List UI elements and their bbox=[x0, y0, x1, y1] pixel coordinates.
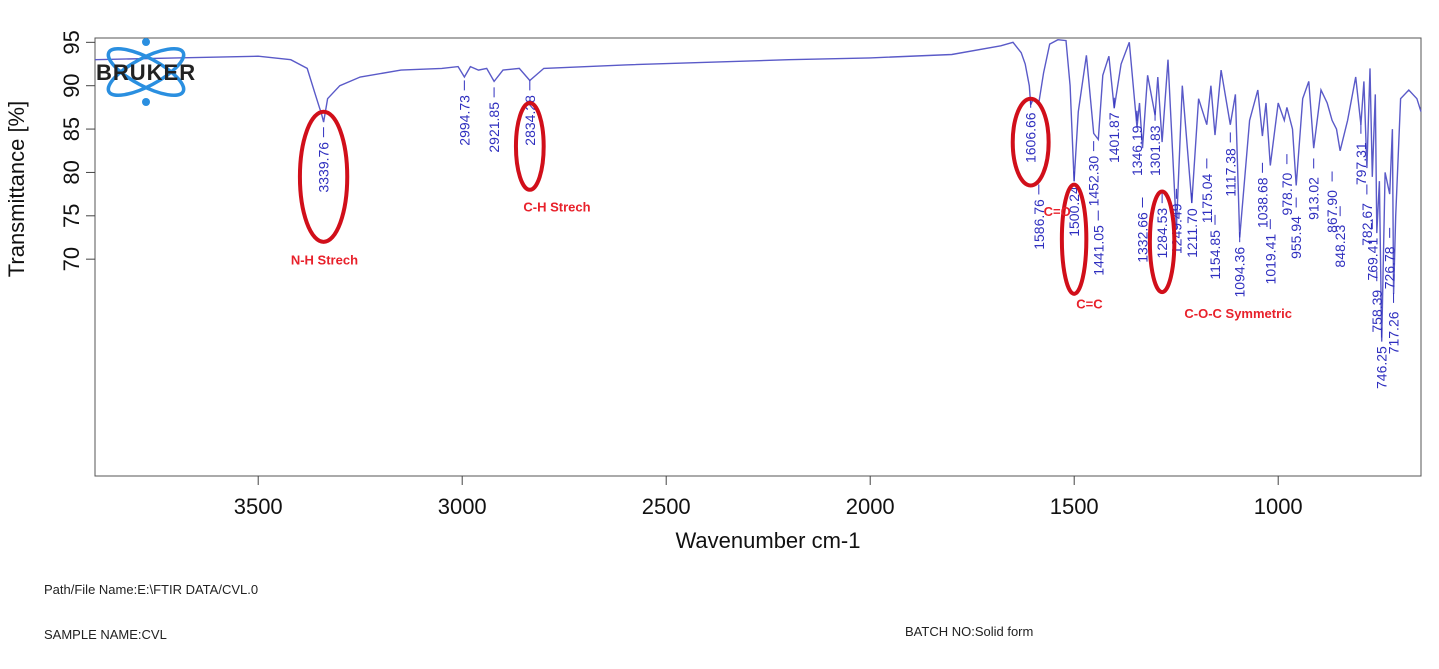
peak-label-1441.05: 1441.05 bbox=[1090, 225, 1106, 276]
y-tick-label-75: 75 bbox=[59, 204, 84, 228]
peak-label-3339.76: 3339.76 bbox=[316, 142, 332, 193]
peak-label-1038.68: 1038.68 bbox=[1254, 177, 1270, 228]
peak-label-726.78: 726.78 bbox=[1382, 246, 1398, 289]
peak-label-1332.66: 1332.66 bbox=[1134, 212, 1150, 263]
highlight-ellipse-3 bbox=[1059, 182, 1089, 296]
y-tick-label-80: 80 bbox=[59, 160, 84, 184]
peak-label-1586.76: 1586.76 bbox=[1031, 199, 1047, 250]
peak-label-913.02: 913.02 bbox=[1306, 177, 1322, 220]
peak-label-1346.19: 1346.19 bbox=[1129, 125, 1145, 176]
y-tick-label-70: 70 bbox=[59, 247, 84, 271]
peak-label-955.94: 955.94 bbox=[1288, 216, 1304, 259]
x-tick-label-1500: 1500 bbox=[1050, 494, 1099, 519]
annotation-1: C-H Strech bbox=[523, 199, 590, 214]
highlight-ellipse-1 bbox=[513, 101, 546, 192]
highlight-ellipse-0 bbox=[297, 109, 350, 244]
peak-label-717.26: 717.26 bbox=[1386, 311, 1402, 354]
annotation-2: C=O bbox=[1044, 204, 1071, 219]
peak-label-2994.73: 2994.73 bbox=[456, 95, 472, 146]
y-tick-label-90: 90 bbox=[59, 73, 84, 97]
peak-label-1154.85: 1154.85 bbox=[1207, 230, 1223, 280]
peak-label-848.23: 848.23 bbox=[1332, 225, 1348, 268]
peak-label-1019.41: 1019.41 bbox=[1262, 234, 1278, 285]
peak-label-867.90: 867.90 bbox=[1324, 190, 1340, 233]
peak-label-1175.04: 1175.04 bbox=[1199, 173, 1215, 223]
peak-label-1094.36: 1094.36 bbox=[1232, 247, 1248, 298]
peak-label-1500.24: 1500.24 bbox=[1066, 186, 1082, 237]
x-tick-label-2500: 2500 bbox=[642, 494, 691, 519]
peak-label-746.25: 746.25 bbox=[1374, 346, 1390, 389]
y-axis-title: Transmittance [%] bbox=[4, 101, 29, 277]
file-path-text: Path/File Name:E:\FTIR DATA/CVL.0 bbox=[44, 582, 259, 597]
peak-label-758.39: 758.39 bbox=[1369, 290, 1385, 333]
x-tick-label-2000: 2000 bbox=[846, 494, 895, 519]
annotation-3: C=C bbox=[1076, 297, 1103, 312]
x-tick-label-3500: 3500 bbox=[234, 494, 283, 519]
x-axis-title: Wavenumber cm-1 bbox=[675, 528, 860, 553]
peak-label-2921.85: 2921.85 bbox=[486, 102, 502, 153]
y-tick-label-85: 85 bbox=[59, 117, 84, 141]
peak-label-1452.30: 1452.30 bbox=[1086, 156, 1102, 207]
x-tick-label-1000: 1000 bbox=[1254, 494, 1303, 519]
annotation-4: C-O-C Symmetric bbox=[1184, 306, 1292, 321]
bruker-logo-text: BRUKER bbox=[96, 60, 196, 85]
peak-label-797.31: 797.31 bbox=[1353, 142, 1369, 185]
annotation-0: N-H Strech bbox=[291, 252, 358, 267]
sample-name-text: SAMPLE NAME:CVL bbox=[44, 627, 167, 642]
y-tick-label-95: 95 bbox=[59, 30, 84, 54]
highlight-ellipse-2 bbox=[1010, 96, 1051, 188]
peak-label-1284.53: 1284.53 bbox=[1154, 208, 1170, 259]
x-tick-label-3000: 3000 bbox=[438, 494, 487, 519]
peak-label-1211.70: 1211.70 bbox=[1184, 208, 1200, 258]
highlight-ellipse-4 bbox=[1147, 189, 1177, 295]
peak-label-978.70: 978.70 bbox=[1279, 172, 1295, 215]
peak-label-1301.83: 1301.83 bbox=[1147, 125, 1163, 176]
batch-number-text: BATCH NO:Solid form bbox=[905, 624, 1034, 639]
peak-label-769.41: 769.41 bbox=[1364, 238, 1380, 281]
spectrum-line-0 bbox=[94, 38, 1422, 342]
peak-label-1606.66: 1606.66 bbox=[1023, 112, 1039, 163]
peak-label-1401.87: 1401.87 bbox=[1106, 112, 1122, 163]
bruker-logo: BRUKER bbox=[94, 38, 254, 108]
plot-frame bbox=[94, 37, 1422, 477]
peak-label-1117.38: 1117.38 bbox=[1222, 148, 1238, 197]
peak-label-782.67: 782.67 bbox=[1359, 203, 1375, 246]
